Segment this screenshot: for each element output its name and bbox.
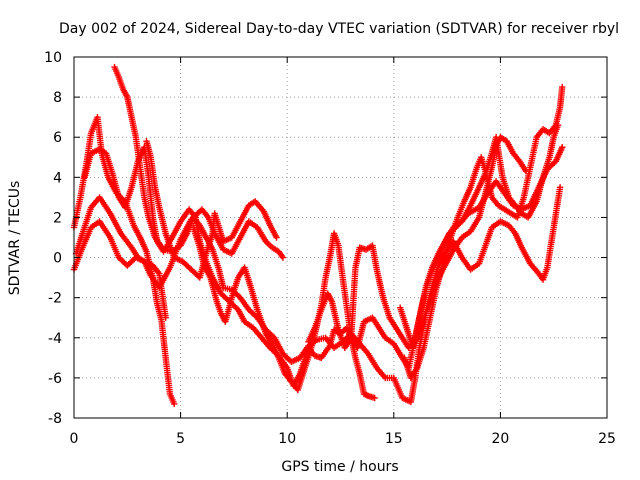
data-point: [273, 234, 280, 241]
chart-title: Day 002 of 2024, Sidereal Day-to-day VTE…: [59, 21, 619, 37]
y-tick-label: -6: [48, 371, 62, 387]
y-tick-label: 6: [53, 130, 62, 146]
data-point: [559, 83, 566, 91]
y-tick-label: 4: [53, 170, 62, 186]
data-point: [556, 184, 564, 191]
y-tick-label: -8: [48, 411, 62, 427]
x-tick-label: 15: [385, 431, 403, 447]
data-point: [279, 254, 287, 261]
x-tick-label: 20: [491, 431, 509, 447]
y-tick-label: -2: [48, 291, 62, 307]
data-point: [559, 144, 566, 151]
x-tick-label: 5: [176, 431, 185, 447]
x-tick-labels: 0 5 10 15 20 25: [70, 431, 616, 447]
data-point: [171, 400, 178, 408]
data-point: [371, 394, 378, 402]
series-6: [143, 138, 280, 281]
axis-ticks: [73, 56, 608, 419]
y-tick-label: -4: [48, 331, 62, 347]
x-tick-label: 25: [598, 431, 616, 447]
series-9: [396, 121, 562, 352]
y-axis-label: SDTVAR / TECUs: [7, 181, 23, 296]
series-5: [111, 63, 564, 406]
y-tick-labels: -8 -6 -4 -2 0 2 4 6 8 10: [44, 50, 62, 427]
y-tick-label: 0: [53, 251, 62, 267]
series-7: [190, 224, 378, 402]
x-tick-label: 10: [278, 431, 296, 447]
series-10: [401, 83, 566, 382]
x-axis-label: GPS time / hours: [281, 459, 398, 475]
y-tick-label: 10: [44, 50, 62, 66]
data-series: [70, 63, 566, 408]
series-3: [70, 206, 287, 291]
data-point: [162, 314, 169, 321]
x-tick-label: 0: [70, 431, 79, 447]
series-8: [305, 134, 530, 352]
y-tick-label: 2: [53, 210, 62, 226]
plot-frame: [73, 56, 608, 419]
y-tick-label: 8: [53, 90, 62, 106]
series-2: [72, 194, 169, 321]
